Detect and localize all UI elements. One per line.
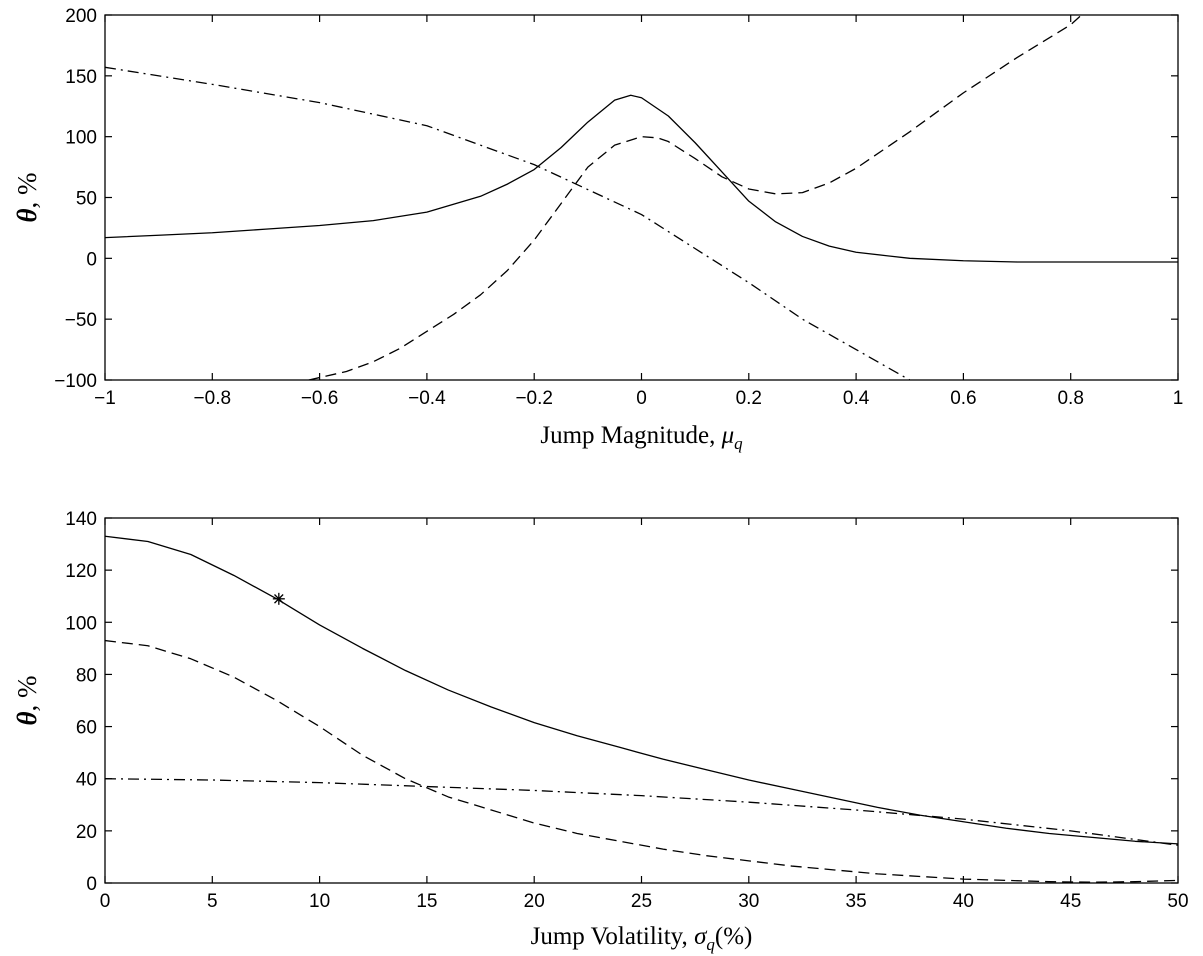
chart-panel-1: −1 −0.8 −0.6 −0.4 −0.2 0 0.2 0.4 0.6 0.8 1 −100 −50 0…: [12, 6, 1183, 453]
series-line-dashed: [105, 641, 1178, 883]
x-tick-label: 0.2: [736, 388, 762, 409]
series-line-dashed: [309, 15, 1082, 380]
x-tick-label: −0.6: [301, 388, 339, 409]
series-line-solid: [105, 536, 1178, 844]
series-group: [105, 536, 1178, 882]
y-tick-label: 150: [65, 67, 97, 88]
star-marker: [273, 593, 285, 605]
x-tick-label: 50: [1167, 891, 1188, 912]
y-tick-label: 120: [65, 561, 97, 582]
y-tick-label: −100: [54, 371, 97, 392]
x-tick-label: −0.8: [194, 388, 232, 409]
y-tick-label: 0: [86, 874, 97, 895]
y-tick-label: 50: [76, 189, 97, 210]
axes-box: [105, 518, 1178, 883]
series-group: [105, 15, 1178, 380]
x-tick-label: 45: [1060, 891, 1081, 912]
x-tick-label: 1: [1173, 388, 1184, 409]
x-tick-label: 20: [524, 891, 545, 912]
y-tick-label: 140: [65, 509, 97, 530]
y-axis-label: θ, %: [12, 172, 42, 222]
series-line-dashdot: [105, 779, 1178, 845]
y-tick-label: 40: [76, 770, 97, 791]
x-tick-label: 0.6: [950, 388, 976, 409]
x-tick-label: 25: [631, 891, 652, 912]
x-tick-label: 0: [100, 891, 111, 912]
x-axis-label: Jump Volatility, σq(%): [531, 923, 753, 954]
y-tick-label: 100: [65, 128, 97, 149]
x-tick-label: 5: [207, 891, 218, 912]
x-axis-label: Jump Magnitude, μq: [540, 422, 743, 453]
x-tick-label: 0: [636, 388, 647, 409]
x-tick-label: −0.2: [515, 388, 553, 409]
x-tick-label: 0.4: [843, 388, 870, 409]
x-tick-label: 15: [416, 891, 437, 912]
x-tick-label: −1: [94, 388, 116, 409]
y-tick-label: 80: [76, 665, 97, 686]
x-tick-label: 0.8: [1057, 388, 1083, 409]
x-tick-label: −0.4: [408, 388, 446, 409]
series-line-solid: [105, 95, 1178, 262]
y-tick-label: 60: [76, 718, 97, 739]
series-line-dashdot: [105, 67, 910, 380]
axes-box: [105, 15, 1178, 380]
x-tick-label: 10: [309, 891, 330, 912]
x-tick-label: 40: [953, 891, 974, 912]
y-tick-label: 20: [76, 822, 97, 843]
chart-panel-2: 0 5 10 15 20 25 30 35 40 45 50 0 20 40 60 80 100 120 140 Ju…: [12, 509, 1189, 954]
y-tick-label: 0: [86, 249, 97, 270]
x-tick-label: 30: [738, 891, 759, 912]
y-tick-label: −50: [65, 310, 97, 331]
y-tick-label: 200: [65, 6, 97, 27]
x-tick-label: 35: [846, 891, 867, 912]
y-tick-label: 100: [65, 613, 97, 634]
y-axis-label: θ, %: [12, 675, 42, 725]
